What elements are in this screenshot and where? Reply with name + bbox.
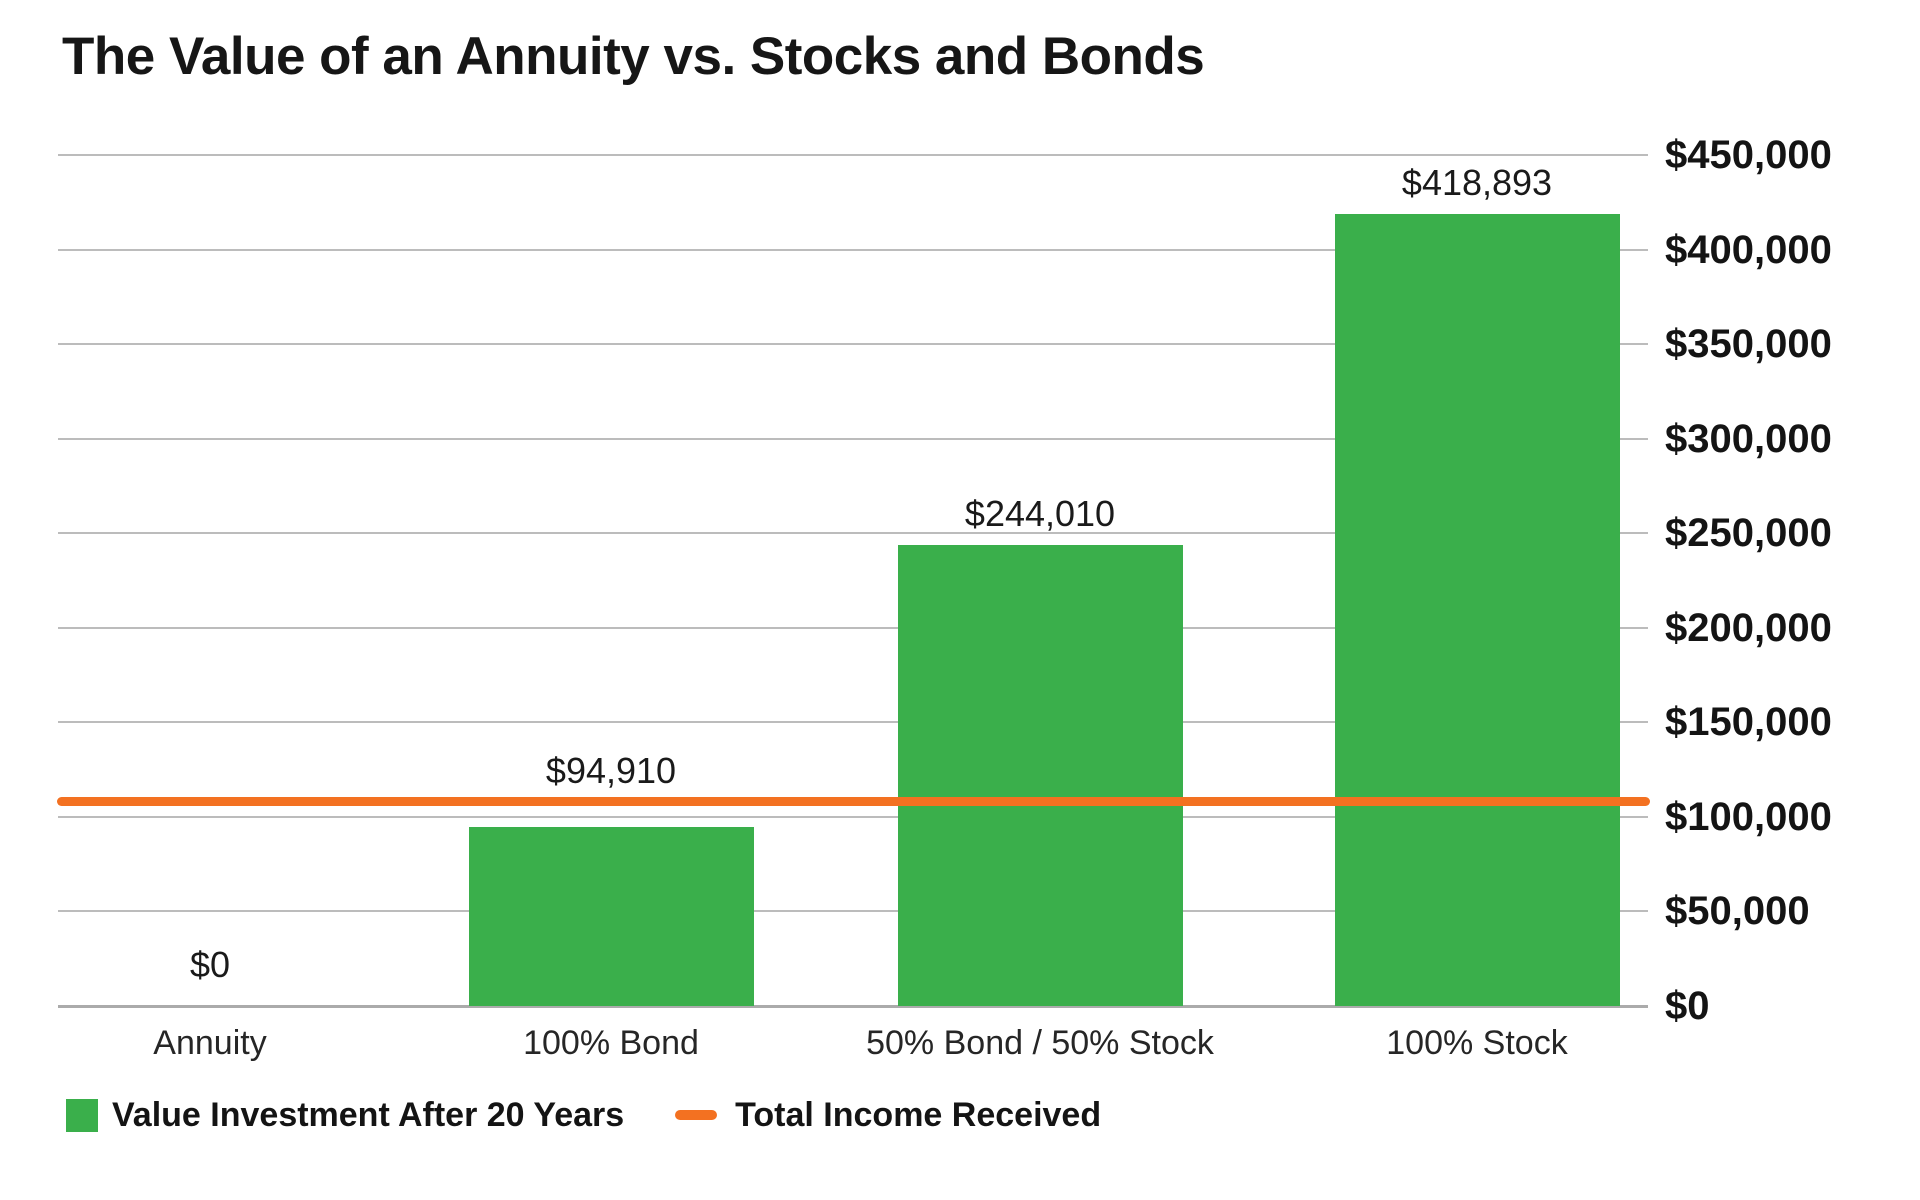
y-axis-label: $300,000 xyxy=(1665,416,1832,461)
gridline-50000 xyxy=(58,910,1648,913)
y-axis-label: $200,000 xyxy=(1665,605,1832,650)
bar xyxy=(468,826,754,1006)
y-axis-label: $100,000 xyxy=(1665,794,1832,839)
chart-title: The Value of an Annuity vs. Stocks and B… xyxy=(62,27,1205,86)
total-income-line xyxy=(57,797,1650,807)
bar xyxy=(1334,213,1620,1006)
gridline-300000 xyxy=(58,437,1648,440)
x-axis-label: 50% Bond / 50% Stock xyxy=(866,1024,1214,1062)
y-axis-label: $400,000 xyxy=(1665,227,1832,272)
bar-value-label: $418,893 xyxy=(1401,161,1553,203)
legend-item-investment: Value Investment After 20 Years xyxy=(66,1096,624,1135)
legend-label-investment: Value Investment After 20 Years xyxy=(112,1095,625,1134)
x-axis-label: Annuity xyxy=(153,1024,267,1062)
bar-value-label: $0 xyxy=(189,944,231,985)
y-axis-label: $350,000 xyxy=(1665,322,1832,367)
gridline-200000 xyxy=(58,626,1648,629)
y-axis-label: $150,000 xyxy=(1665,700,1832,745)
gridline-150000 xyxy=(58,721,1648,724)
gridline-400000 xyxy=(58,248,1648,251)
legend-item-income: Total Income Received xyxy=(675,1096,1101,1135)
x-axis-label: 100% Bond xyxy=(523,1024,699,1062)
y-axis-label: $50,000 xyxy=(1665,889,1810,934)
gridline-100000 xyxy=(58,815,1648,818)
bar-value-label: $94,910 xyxy=(545,749,677,791)
gridline-250000 xyxy=(58,532,1648,535)
line-swatch-icon xyxy=(675,1110,718,1120)
gridline-350000 xyxy=(58,343,1648,346)
bar-value-label: $244,010 xyxy=(964,492,1116,534)
legend: Value Investment After 20 Years Total In… xyxy=(66,1096,1101,1134)
legend-label-income: Total Income Received xyxy=(735,1095,1102,1134)
y-axis-label: $0 xyxy=(1665,984,1710,1028)
x-axis-label: 100% Stock xyxy=(1386,1024,1568,1062)
bar xyxy=(897,544,1183,1006)
y-axis-label: $450,000 xyxy=(1665,133,1832,177)
bar-swatch-icon xyxy=(66,1098,98,1132)
gridline-450000 xyxy=(58,154,1648,156)
gridline-0 xyxy=(58,1005,1648,1008)
y-axis-label: $250,000 xyxy=(1665,511,1832,556)
